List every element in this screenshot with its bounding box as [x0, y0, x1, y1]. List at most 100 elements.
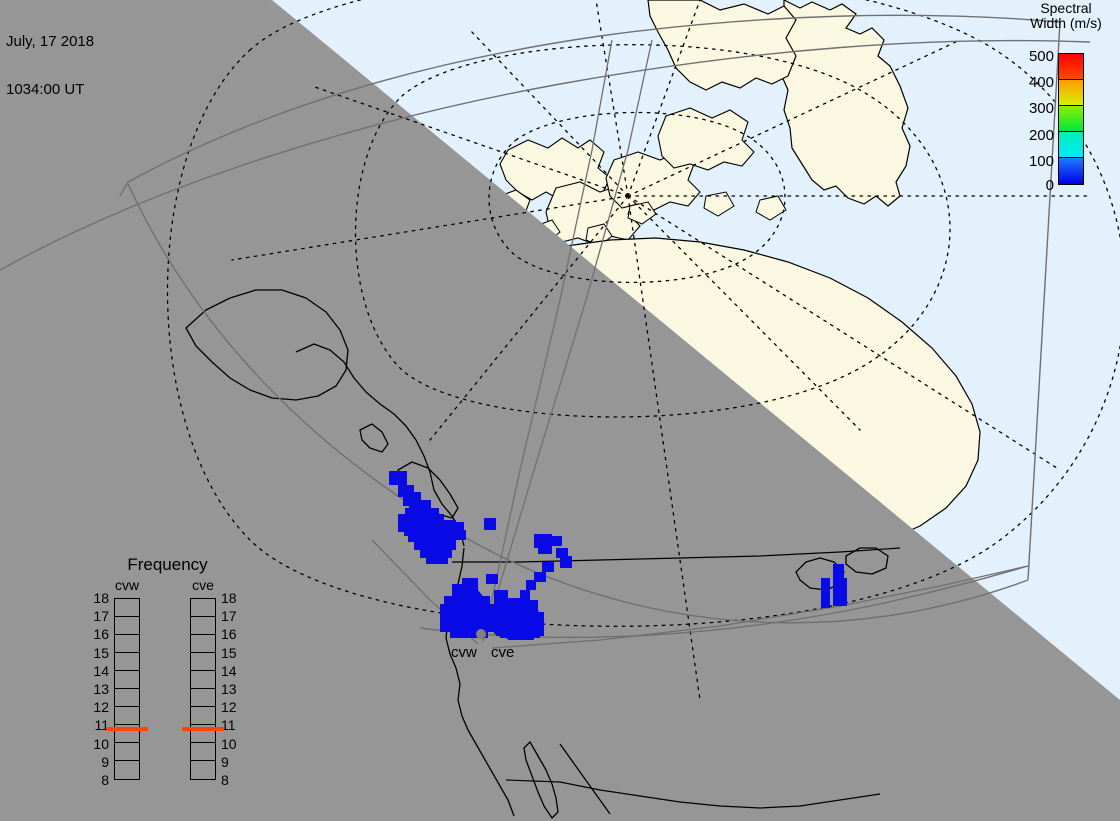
frequency-tick-right-10: 10	[221, 735, 237, 752]
border-us-mexico	[505, 779, 881, 809]
site-label-cvw: cvw	[451, 644, 477, 661]
frequency-tick-left-16: 16	[93, 626, 109, 643]
frequency-tick-right-14: 14	[221, 662, 237, 679]
colorbar-gradient-box	[1058, 53, 1084, 185]
frequency-tick-left-8: 8	[101, 772, 109, 788]
land-arctic-island-e	[657, 107, 755, 171]
radar-scatter-cells	[389, 471, 847, 640]
frequency-cell	[191, 707, 215, 725]
magnetic-grid	[166, 0, 1120, 701]
frequency-cell	[115, 653, 139, 671]
grid-meridian-2	[627, 0, 701, 197]
frequency-tick-left-18: 18	[93, 590, 109, 606]
frequency-cell	[191, 689, 215, 707]
scatter-cell	[542, 562, 554, 572]
colorbar-tick-300: 300	[1028, 100, 1054, 117]
colorbar-segment-4	[1059, 158, 1083, 184]
colorbar-tick-500: 500	[1028, 48, 1054, 65]
frequency-bar-cve	[190, 598, 216, 780]
frequency-cell	[191, 617, 215, 635]
scatter-cell	[450, 630, 488, 638]
frequency-cell	[115, 671, 139, 689]
border-us-canada	[452, 547, 901, 563]
frame-latitude-arc-lower	[127, 183, 1029, 624]
frame-corner-left	[119, 181, 129, 197]
frequency-tick-right-11: 11	[221, 717, 236, 734]
frequency-cell	[115, 635, 139, 653]
colorbar-tick-100: 100	[1028, 153, 1054, 170]
frequency-cell	[115, 725, 139, 743]
frequency-cell	[191, 635, 215, 653]
grid-latitude-80	[488, 111, 786, 284]
scatter-cell	[546, 536, 562, 546]
frequency-cell	[191, 653, 215, 671]
frequency-cell	[191, 671, 215, 689]
coast-haida-gwaii	[359, 423, 389, 453]
land-islet-6	[755, 195, 787, 221]
scatter-cell	[534, 572, 546, 582]
timestamp-time: 1034:00 UT	[6, 81, 85, 98]
radar-fov-boundaries	[371, 39, 1029, 649]
colorbar-tick-200: 200	[1028, 127, 1054, 144]
radar-site-marker	[476, 629, 486, 639]
frequency-cell	[115, 743, 139, 761]
frequency-cell	[191, 743, 215, 761]
scatter-cell	[526, 580, 536, 590]
colorbar-segment-3	[1059, 132, 1083, 158]
frequency-bar-cvw	[114, 598, 140, 780]
frequency-cell	[115, 617, 139, 635]
colorbar-segment-2	[1059, 106, 1083, 132]
frequency-tick-right-18: 18	[221, 590, 237, 606]
colorbar-title-line1: Spectral	[1040, 0, 1092, 16]
timestamp: July, 17 2018 1034:00 UT	[6, 2, 94, 130]
scatter-cell	[484, 518, 496, 530]
frequency-column-label-cve: cve	[192, 577, 214, 593]
frequency-tick-right-16: 16	[221, 626, 237, 643]
grid-meridian-3	[469, 29, 629, 197]
frame-edge-right	[1027, 21, 1061, 581]
fov-line-a	[482, 39, 613, 642]
grid-meridian-1	[595, 0, 629, 197]
colorbar-segment-0	[1059, 54, 1083, 80]
scatter-cell	[833, 564, 844, 606]
scatter-cell	[556, 548, 568, 558]
scatter-cell	[440, 604, 494, 632]
frequency-cell	[191, 761, 215, 779]
scatter-cell	[486, 574, 498, 584]
frequency-marker-cve	[182, 727, 224, 732]
scatter-cell	[821, 578, 830, 608]
scatter-cell	[560, 556, 572, 568]
scatter-cell	[520, 590, 530, 600]
coast-baja	[523, 741, 559, 819]
scatter-cell	[839, 578, 847, 606]
frequency-tick-left-11: 11	[94, 717, 109, 734]
scatter-cell	[440, 530, 466, 540]
frequency-tick-right-8: 8	[221, 772, 229, 788]
grid-meridian-6	[627, 195, 861, 431]
frequency-tick-left-10: 10	[93, 735, 109, 752]
coast-great-lakes-east	[845, 547, 889, 575]
land-greenland	[777, 0, 911, 207]
grid-meridian-5	[231, 195, 629, 261]
frequency-tick-left-14: 14	[93, 662, 109, 679]
frequency-cell	[115, 761, 139, 779]
colorbar-title: Spectral Width (m/s)	[1012, 1, 1120, 31]
land-ellesmere	[647, 0, 797, 91]
frequency-cell	[115, 707, 139, 725]
frequency-cell	[115, 599, 139, 617]
frequency-column-label-cvw: cvw	[114, 577, 140, 593]
frequency-tick-left-17: 17	[93, 608, 109, 625]
frequency-tick-left-9: 9	[101, 753, 109, 770]
frequency-tick-right-17: 17	[221, 608, 237, 625]
frequency-tick-left-15: 15	[93, 644, 109, 661]
coast-gulf-california	[559, 743, 611, 815]
frequency-tick-right-9: 9	[221, 753, 229, 770]
colorbar-tick-0: 0	[1045, 177, 1054, 194]
frequency-legend: Frequency cvw cve 18 17 16 15 14 13 12 11 10 9 8 1…	[85, 556, 250, 788]
scatter-cell	[462, 578, 478, 588]
frequency-cell	[191, 725, 215, 743]
frame-arc-top	[127, 14, 1061, 183]
site-label-cve: cve	[491, 644, 515, 661]
